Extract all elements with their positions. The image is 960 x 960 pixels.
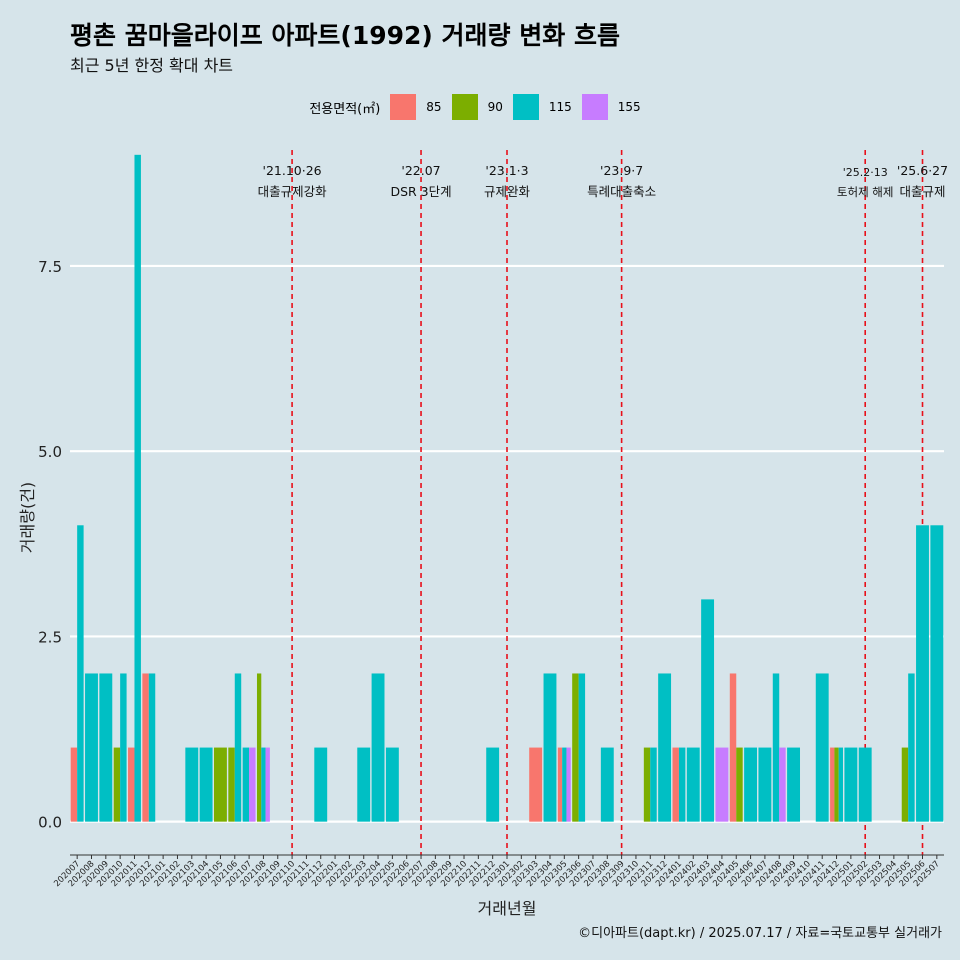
legend-item-115: 115 bbox=[512, 94, 572, 120]
bar-202409-115 bbox=[787, 747, 801, 822]
legend-swatch-90 bbox=[451, 94, 478, 120]
bar-202401-115 bbox=[678, 747, 686, 822]
bar-202412-85 bbox=[830, 747, 835, 822]
legend-item-90: 90 bbox=[451, 94, 503, 120]
bar-202106-115 bbox=[234, 673, 242, 822]
bar-202104-115 bbox=[199, 747, 213, 822]
bar-202407-115 bbox=[758, 747, 772, 822]
bar-202312-115 bbox=[658, 673, 672, 822]
axes: 0.02.55.07.5거래량(건)2020072020082020092020… bbox=[18, 258, 944, 918]
bar-202505-115 bbox=[908, 673, 915, 822]
bar-202305-155 bbox=[566, 747, 571, 822]
bar-202411-115 bbox=[815, 673, 829, 822]
bar-202401-85 bbox=[672, 747, 679, 822]
y-tick-label: 5.0 bbox=[38, 443, 62, 461]
bar-202506-115 bbox=[916, 525, 929, 822]
event-date: '23.1·3 bbox=[485, 163, 528, 178]
event-date: '21.10·26 bbox=[263, 163, 322, 178]
bar-202304-115 bbox=[543, 673, 557, 822]
event-label: DSR 3단계 bbox=[390, 184, 451, 199]
bar-202204-115 bbox=[371, 673, 385, 822]
event-label: 대출규제강화 bbox=[258, 184, 328, 199]
legend-label-90: 90 bbox=[487, 100, 503, 114]
bar-202012-85 bbox=[142, 673, 149, 822]
bar-202212-115 bbox=[486, 747, 500, 822]
event-label: 대출규제 bbox=[900, 184, 946, 199]
bar-202010-90 bbox=[113, 747, 121, 822]
bars bbox=[70, 154, 944, 822]
bar-202405-85 bbox=[729, 673, 737, 822]
bar-202105-90 bbox=[213, 747, 227, 822]
legend-label-85: 85 bbox=[426, 100, 442, 114]
bar-202011-85 bbox=[128, 747, 135, 822]
event-label: 규제완화 bbox=[484, 184, 531, 199]
y-tick-label: 7.5 bbox=[38, 258, 62, 276]
y-tick-label: 0.0 bbox=[38, 814, 62, 832]
bar-202112-115 bbox=[314, 747, 328, 822]
bar-202311-90 bbox=[643, 747, 651, 822]
legend-label-155: 155 bbox=[617, 100, 641, 114]
legend: 전용면적(㎡) 85 90 115 155 bbox=[0, 93, 960, 121]
bar-202011-115 bbox=[134, 154, 141, 822]
bar-202308-115 bbox=[600, 747, 614, 822]
bar-202311-115 bbox=[650, 747, 657, 822]
bar-202205-115 bbox=[385, 747, 399, 822]
bar-202405-90 bbox=[736, 747, 743, 822]
source-caption: ©디아파트(dapt.kr) / 2025.07.17 / 자료=국토교통부 실… bbox=[578, 926, 942, 941]
bar-202306-90 bbox=[572, 673, 579, 822]
bar-202203-115 bbox=[357, 747, 371, 822]
y-tick-label: 2.5 bbox=[38, 628, 62, 646]
bar-202412-115 bbox=[838, 747, 843, 822]
event-label: 특례대출축소 bbox=[587, 184, 656, 199]
bar-202403-115 bbox=[701, 599, 715, 822]
bar-202505-90 bbox=[901, 747, 909, 822]
bar-202108-90 bbox=[256, 673, 262, 822]
bar-202103-115 bbox=[185, 747, 199, 822]
event-date: '23.9·7 bbox=[600, 163, 643, 178]
legend-title: 전용면적(㎡) bbox=[309, 101, 381, 117]
legend-swatch-115 bbox=[512, 94, 539, 120]
event-date: '25.6·27 bbox=[897, 163, 948, 178]
bar-202412-90 bbox=[834, 747, 839, 822]
bar-202502-115 bbox=[858, 747, 872, 822]
legend-swatch-155 bbox=[581, 94, 608, 120]
bar-202404-155 bbox=[715, 747, 729, 822]
bar-202305-115 bbox=[562, 747, 567, 822]
bar-202106-90 bbox=[228, 747, 235, 822]
x-axis-title: 거래년월 bbox=[478, 899, 537, 918]
bar-202406-115 bbox=[744, 747, 758, 822]
legend-item-155: 155 bbox=[581, 94, 641, 120]
event-markers: '21.10·26 대출규제강화 '22.07 DSR 3단계 '23.1·3 규제완화 '… bbox=[258, 150, 948, 855]
bar-202107-115 bbox=[242, 747, 250, 822]
bar-202402-115 bbox=[686, 747, 700, 822]
chart-subtitle: 최근 5년 한정 확대 차트 bbox=[70, 56, 234, 75]
legend-item-85: 85 bbox=[390, 94, 442, 120]
bar-202009-115 bbox=[99, 673, 113, 822]
bar-202012-115 bbox=[148, 673, 156, 822]
y-axis-title: 거래량(건) bbox=[18, 482, 37, 553]
bar-202408-115 bbox=[772, 673, 780, 822]
legend-swatch-85 bbox=[390, 94, 417, 120]
bar-202306-115 bbox=[578, 673, 586, 822]
bar-202408-155 bbox=[779, 747, 786, 822]
bar-202501-115 bbox=[844, 747, 858, 822]
event-date: '25.2·13 bbox=[843, 166, 888, 179]
bar-202303-85 bbox=[529, 747, 543, 822]
bar-202007-115 bbox=[77, 525, 84, 822]
bar-202305-85 bbox=[557, 747, 563, 822]
bar-202108-115 bbox=[261, 747, 266, 822]
bar-202008-115 bbox=[85, 673, 98, 822]
bar-202108-155 bbox=[265, 747, 270, 822]
bar-202507-115 bbox=[930, 525, 944, 822]
chart-title: 평촌 꿈마을라이프 아파트(1992) 거래량 변화 흐름 bbox=[70, 21, 620, 50]
event-date: '22.07 bbox=[401, 163, 440, 178]
bar-202010-115 bbox=[120, 673, 127, 822]
legend-label-115: 115 bbox=[548, 100, 572, 114]
event-label: 토허제 해제 bbox=[837, 185, 894, 199]
bar-202107-155 bbox=[249, 747, 256, 822]
bar-202007-85 bbox=[70, 747, 78, 822]
